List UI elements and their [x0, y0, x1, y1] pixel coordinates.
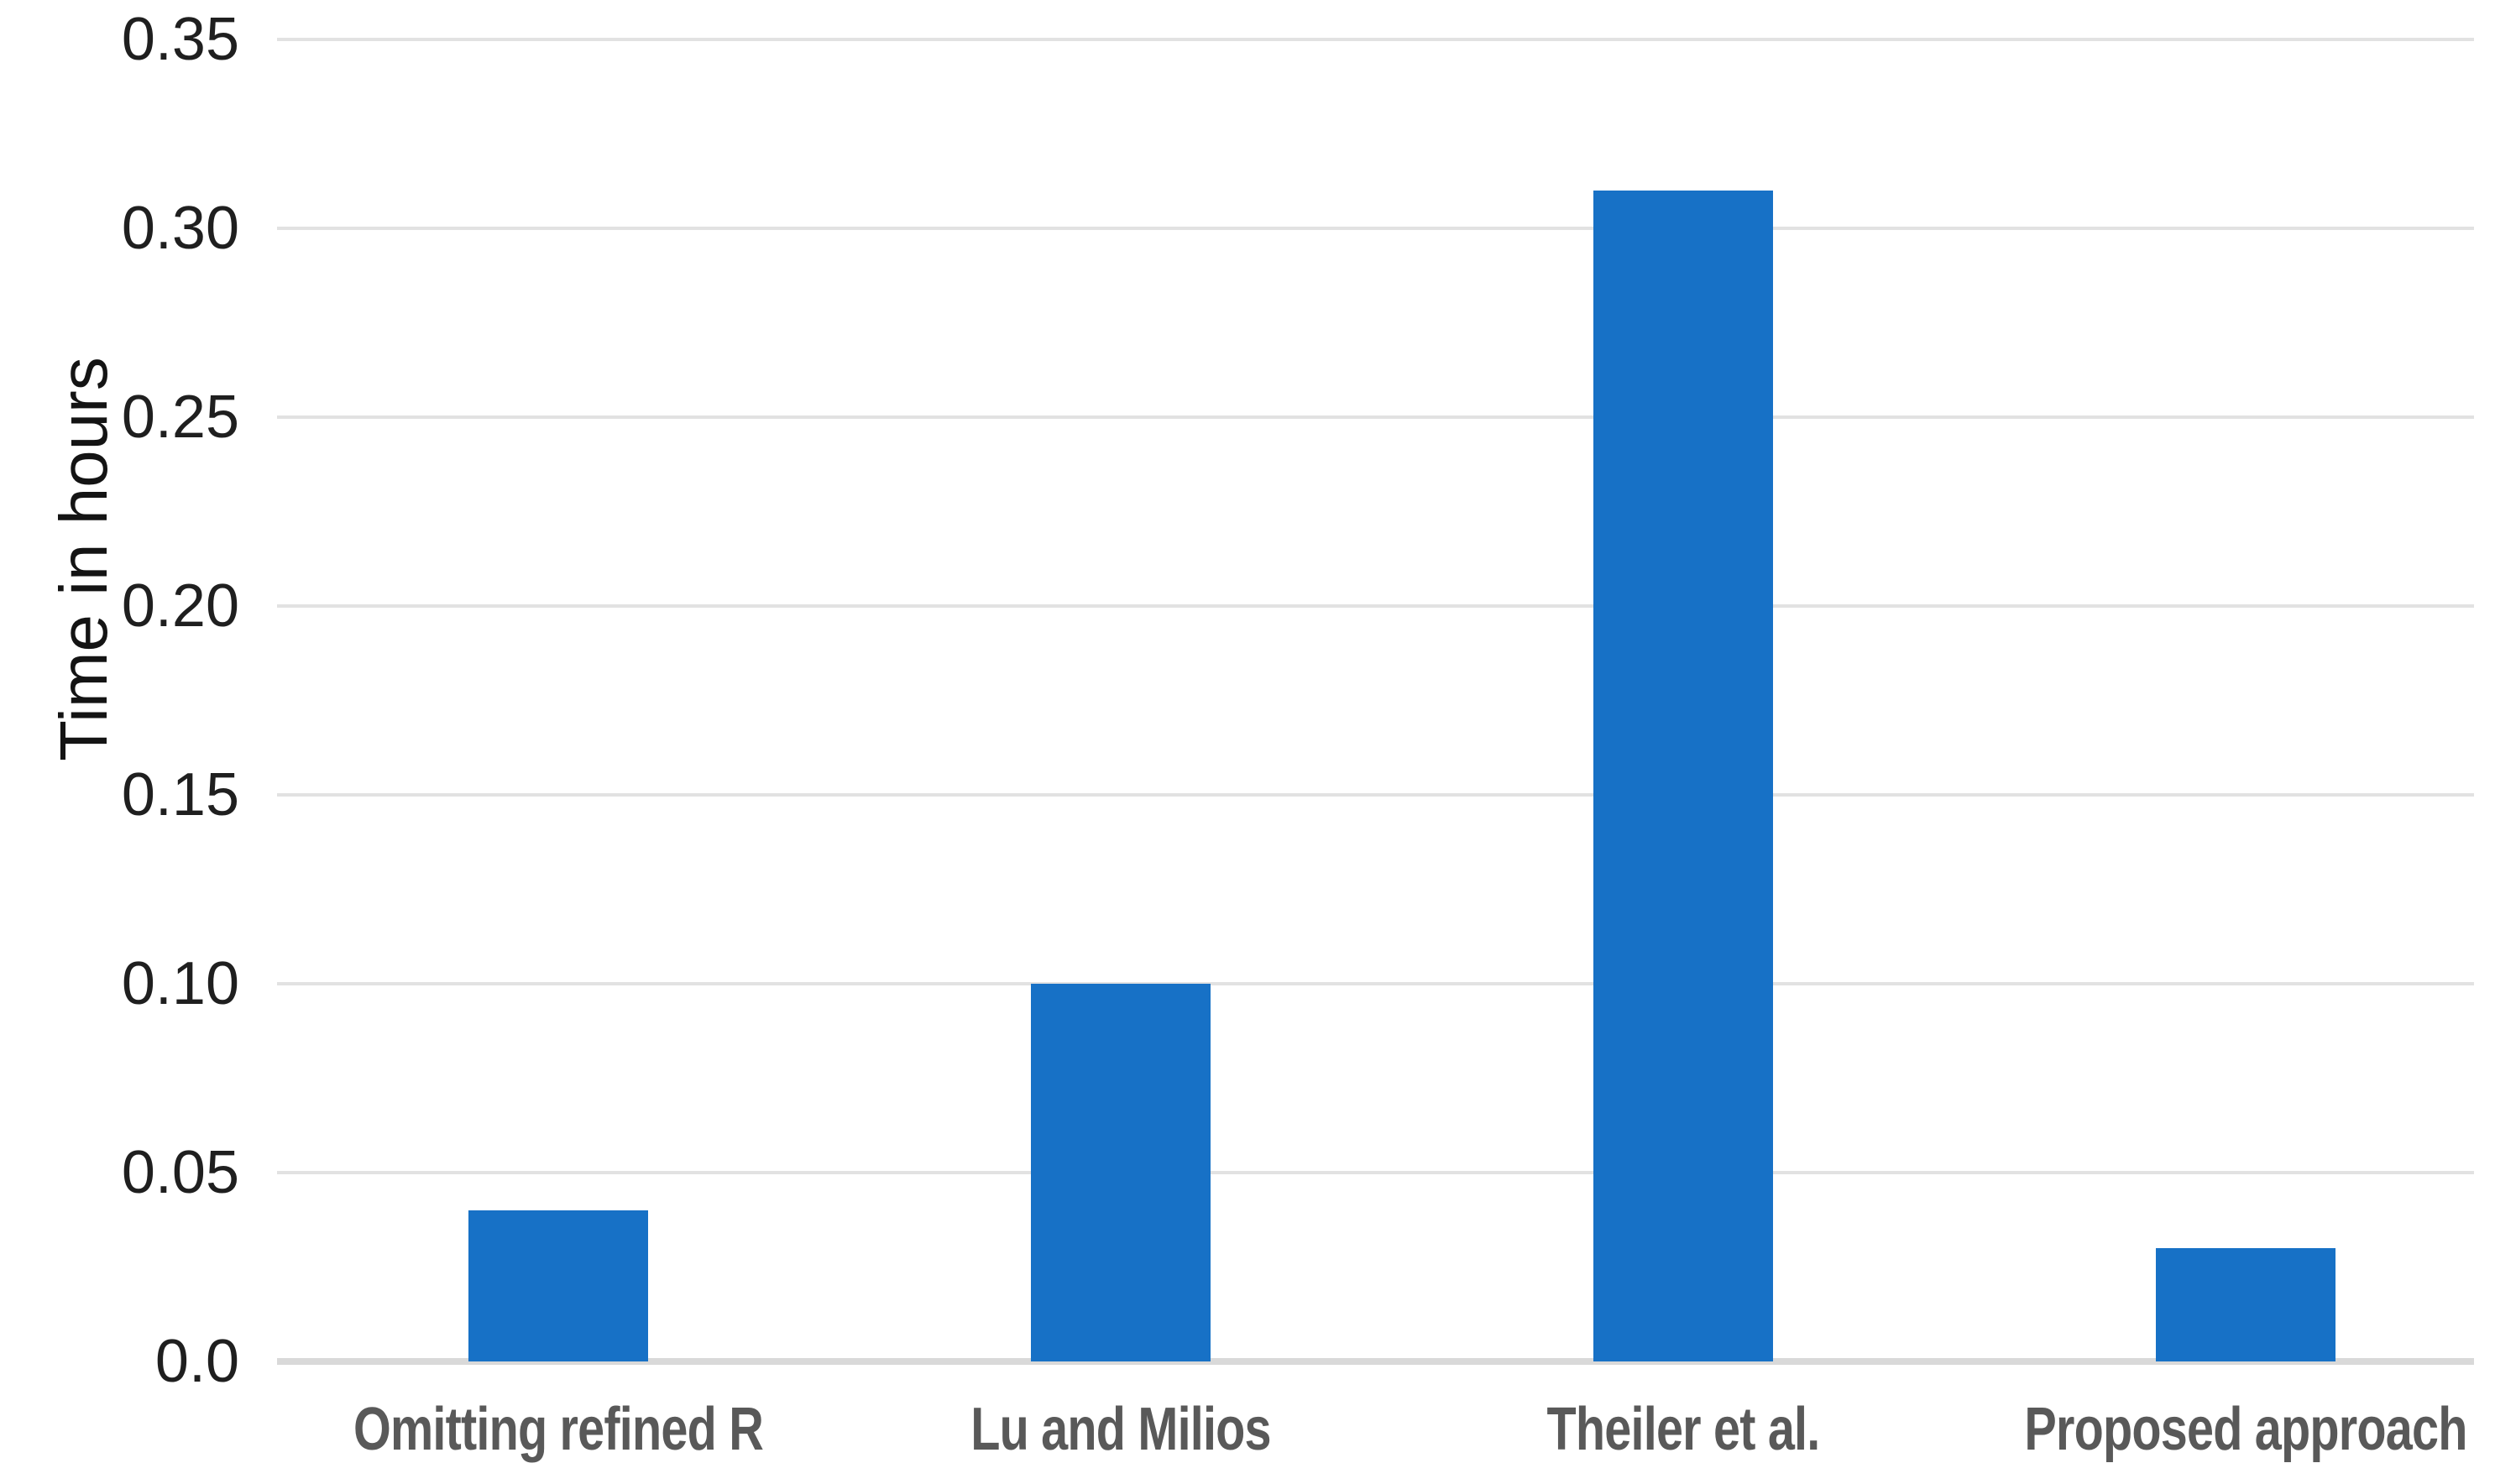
- gridline: [277, 793, 2474, 797]
- gridline: [277, 982, 2474, 985]
- y-tick-label: 0.30: [121, 195, 239, 262]
- gridline: [277, 415, 2474, 419]
- y-tick-label: 0.25: [121, 384, 239, 451]
- bar-4: [2156, 1248, 2335, 1361]
- y-tick-label: 0.05: [121, 1139, 239, 1206]
- y-tick-label: 0.15: [121, 761, 239, 828]
- x-category-label: Proposed approach: [2024, 1396, 2467, 1463]
- bar-1: [468, 1210, 648, 1361]
- y-tick-label: 0.20: [121, 572, 239, 640]
- gridline: [277, 227, 2474, 230]
- x-category-label: Lu and Milios: [970, 1396, 1271, 1463]
- x-category-label: Omitting refined R: [353, 1396, 764, 1463]
- gridline: [277, 604, 2474, 608]
- y-tick-label: 0.10: [121, 950, 239, 1017]
- gridline: [277, 1171, 2474, 1174]
- y-tick-label: 0.35: [121, 6, 239, 73]
- axis-baseline: [277, 1358, 2474, 1365]
- gridline: [277, 38, 2474, 41]
- bar-2: [1031, 984, 1211, 1361]
- y-tick-label: 0.0: [154, 1328, 239, 1395]
- bar-3: [1593, 191, 1773, 1361]
- x-category-label: Theiler et al.: [1546, 1396, 1821, 1463]
